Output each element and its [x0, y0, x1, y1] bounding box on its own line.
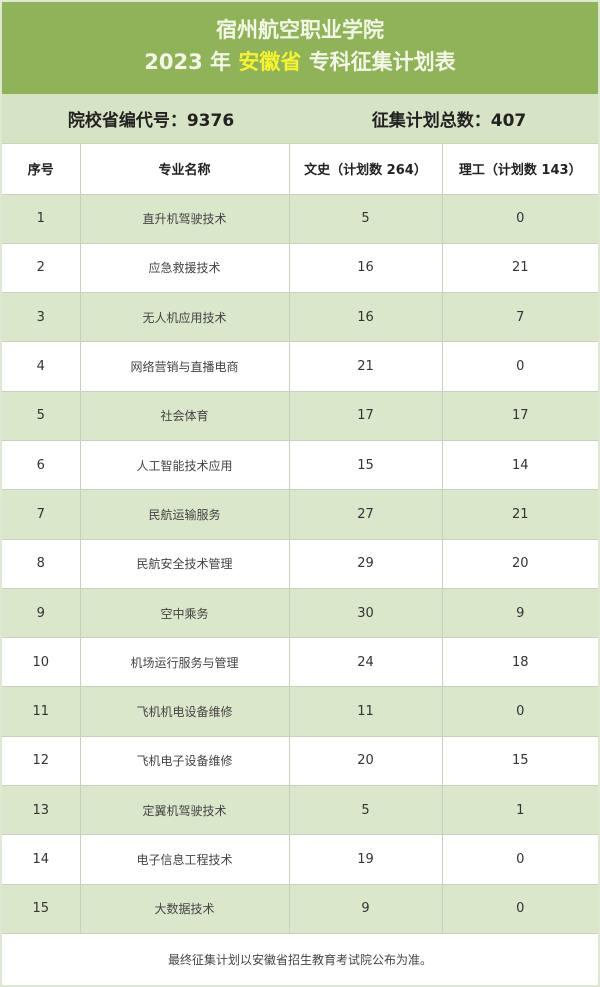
year: 2023 年	[144, 50, 232, 74]
plan-name: 专科征集计划表	[308, 50, 456, 74]
science-count: 18	[442, 637, 598, 688]
liberal-arts-count: 16	[289, 243, 443, 294]
liberal-arts-count: 29	[289, 539, 443, 589]
table-row: 15 大数据技术 9 0	[2, 884, 598, 934]
row-index: 13	[2, 785, 81, 836]
school-code: 院校省编代号：9376	[67, 111, 235, 131]
science-count: 0	[442, 884, 598, 934]
summary-row: 院校省编代号：9376 征集计划总数：407	[2, 94, 598, 144]
table-row: 14 电子信息工程技术 19 0	[2, 834, 598, 885]
major-name: 空中乘务	[80, 588, 290, 639]
row-index: 8	[2, 539, 81, 589]
row-index: 6	[2, 440, 81, 491]
table-row: 5 社会体育 17 17	[2, 391, 598, 441]
table-row: 4 网络营销与直播电商 21 0	[2, 341, 598, 392]
title-banner: 宿州航空职业学院 2023 年 安徽省 专科征集计划表	[2, 2, 598, 94]
header-liberal-arts: 文史（计划数 264）	[289, 144, 443, 195]
row-index: 1	[2, 194, 81, 244]
science-count: 0	[442, 834, 598, 885]
major-name: 电子信息工程技术	[80, 834, 290, 885]
table-row: 2 应急救援技术 16 21	[2, 243, 598, 294]
row-index: 12	[2, 736, 81, 787]
liberal-arts-count: 19	[289, 834, 443, 885]
header-index: 序号	[2, 144, 81, 195]
table-row: 7 民航运输服务 27 21	[2, 489, 598, 540]
major-name: 人工智能技术应用	[80, 440, 290, 491]
major-name: 直升机驾驶技术	[80, 194, 290, 244]
science-count: 7	[442, 292, 598, 343]
header-major: 专业名称	[80, 144, 290, 195]
liberal-arts-count: 30	[289, 588, 443, 639]
major-name: 网络营销与直播电商	[80, 341, 290, 392]
liberal-arts-count: 15	[289, 440, 443, 491]
science-count: 15	[442, 736, 598, 787]
row-index: 14	[2, 834, 81, 885]
plan-table: 序号 专业名称 文史（计划数 264） 理工（计划数 143） 1 直升机驾驶技术…	[2, 144, 598, 934]
major-name: 社会体育	[80, 391, 290, 441]
table-row: 8 民航安全技术管理 29 20	[2, 539, 598, 589]
row-index: 11	[2, 686, 81, 737]
major-name: 无人机应用技术	[80, 292, 290, 343]
science-count: 9	[442, 588, 598, 639]
liberal-arts-count: 16	[289, 292, 443, 343]
row-index: 15	[2, 884, 81, 934]
row-index: 9	[2, 588, 81, 639]
major-name: 定翼机驾驶技术	[80, 785, 290, 836]
science-count: 14	[442, 440, 598, 491]
province: 安徽省	[238, 50, 302, 74]
liberal-arts-count: 17	[289, 391, 443, 441]
liberal-arts-count: 11	[289, 686, 443, 737]
liberal-arts-count: 24	[289, 637, 443, 688]
major-name: 大数据技术	[80, 884, 290, 934]
footnote: 最终征集计划以安徽省招生教育考试院公布为准。	[167, 952, 432, 967]
major-name: 机场运行服务与管理	[80, 637, 290, 688]
row-index: 4	[2, 341, 81, 392]
table-row: 12 飞机电子设备维修 20 15	[2, 736, 598, 787]
science-count: 0	[442, 341, 598, 392]
liberal-arts-count: 27	[289, 489, 443, 540]
liberal-arts-count: 20	[289, 736, 443, 787]
total-plan: 征集计划总数：407	[371, 111, 527, 131]
table-row: 13 定翼机驾驶技术 5 1	[2, 785, 598, 836]
school-name: 宿州航空职业学院	[216, 18, 384, 42]
header-science: 理工（计划数 143）	[442, 144, 598, 195]
table-row: 1 直升机驾驶技术 5 0	[2, 194, 598, 244]
science-count: 1	[442, 785, 598, 836]
row-index: 5	[2, 391, 81, 441]
table-row: 11 飞机机电设备维修 11 0	[2, 686, 598, 737]
row-index: 10	[2, 637, 81, 688]
science-count: 20	[442, 539, 598, 589]
row-index: 7	[2, 489, 81, 540]
table-row: 9 空中乘务 30 9	[2, 588, 598, 639]
major-name: 飞机机电设备维修	[80, 686, 290, 737]
liberal-arts-count: 9	[289, 884, 443, 934]
table-row: 6 人工智能技术应用 15 14	[2, 440, 598, 491]
science-count: 17	[442, 391, 598, 441]
liberal-arts-count: 21	[289, 341, 443, 392]
major-name: 飞机电子设备维修	[80, 736, 290, 787]
plan-title: 2023 年 安徽省 专科征集计划表	[2, 46, 598, 76]
row-index: 3	[2, 292, 81, 343]
science-count: 0	[442, 194, 598, 244]
science-count: 21	[442, 243, 598, 294]
major-name: 民航安全技术管理	[80, 539, 290, 589]
table-header: 序号 专业名称 文史（计划数 264） 理工（计划数 143）	[2, 144, 598, 195]
liberal-arts-count: 5	[289, 785, 443, 836]
science-count: 0	[442, 686, 598, 737]
major-name: 应急救援技术	[80, 243, 290, 294]
major-name: 民航运输服务	[80, 489, 290, 540]
table-row: 10 机场运行服务与管理 24 18	[2, 637, 598, 688]
table-row: 3 无人机应用技术 16 7	[2, 292, 598, 343]
liberal-arts-count: 5	[289, 194, 443, 244]
row-index: 2	[2, 243, 81, 294]
science-count: 21	[442, 489, 598, 540]
